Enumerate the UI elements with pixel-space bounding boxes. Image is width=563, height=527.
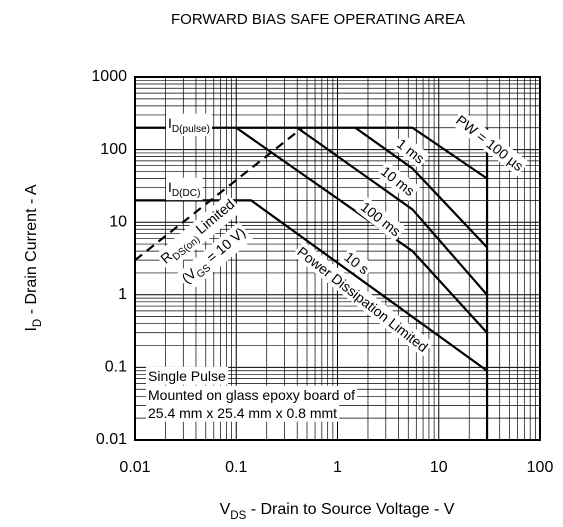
label-background	[292, 241, 434, 357]
label-group: Single Pulse	[146, 366, 229, 385]
x-tick-label: 100	[527, 459, 554, 476]
label: ID(DC)	[168, 179, 200, 199]
y-tick-label: 0.01	[96, 431, 127, 448]
subscript: DS	[230, 510, 246, 522]
subscript: D	[32, 319, 44, 327]
label-part: Mounted on glass epoxy board of	[148, 387, 355, 403]
x-tick-label: 0.01	[119, 459, 150, 476]
label-background	[166, 177, 203, 201]
label-background	[146, 403, 340, 422]
series-line	[235, 126, 488, 334]
label-group: ID(DC)	[166, 177, 203, 201]
label-part: Single Pulse	[148, 368, 226, 384]
series-line	[135, 126, 488, 180]
label: 25.4 mm x 25.4 mm x 0.8 mmt	[148, 405, 337, 421]
label-part: - Drain to Source Voltage - V	[246, 501, 454, 518]
y-axis-label: ID - Drain Current - A	[23, 184, 44, 331]
label: VDS - Drain to Source Voltage - V	[220, 501, 455, 522]
x-tick-label: 0.1	[225, 459, 247, 476]
label-group: Mounted on glass epoxy board of	[146, 385, 358, 404]
dashed-limit-line	[134, 126, 304, 262]
series-line	[135, 199, 488, 372]
label-background	[391, 133, 430, 169]
label-background	[154, 193, 243, 272]
label-part: 25.4 mm x 25.4 mm x 0.8 mmt	[148, 405, 337, 421]
label-group: 25.4 mm x 25.4 mm x 0.8 mmt	[146, 403, 340, 422]
label: Single Pulse	[148, 368, 226, 384]
label-background	[355, 196, 407, 242]
label-part: I	[168, 115, 172, 131]
x-tick-label: 10	[430, 459, 448, 476]
label-background	[146, 385, 358, 404]
label: Mounted on glass epoxy board of	[148, 387, 355, 403]
label-background	[146, 366, 229, 385]
series-line	[296, 126, 488, 296]
label-part: I	[168, 179, 172, 195]
label-background	[375, 160, 420, 202]
y-tick-label: 1	[118, 286, 127, 303]
x-tick-label: 1	[333, 459, 342, 476]
subscript: D(pulse)	[172, 124, 210, 135]
y-tick-label: 0.1	[105, 359, 127, 376]
label-background	[175, 221, 254, 292]
label: ID - Drain Current - A	[23, 184, 44, 331]
subscript: D(DC)	[172, 188, 201, 199]
label-group: ID(pulse)	[166, 113, 212, 137]
chart-title: FORWARD BIAS SAFE OPERATING AREA	[171, 11, 465, 28]
label-part: I	[23, 327, 40, 331]
label-part: - Drain Current - A	[23, 184, 40, 319]
y-tick-label: 1000	[91, 68, 127, 85]
label-background	[450, 109, 529, 177]
plot-frame	[134, 76, 541, 441]
series-line	[354, 126, 488, 249]
label: ID(pulse)	[168, 115, 210, 135]
y-tick-label: 100	[100, 141, 127, 158]
y-tick-label: 10	[109, 213, 127, 230]
label-part: V	[220, 501, 231, 518]
label-background	[339, 246, 375, 280]
label-background	[166, 113, 212, 137]
